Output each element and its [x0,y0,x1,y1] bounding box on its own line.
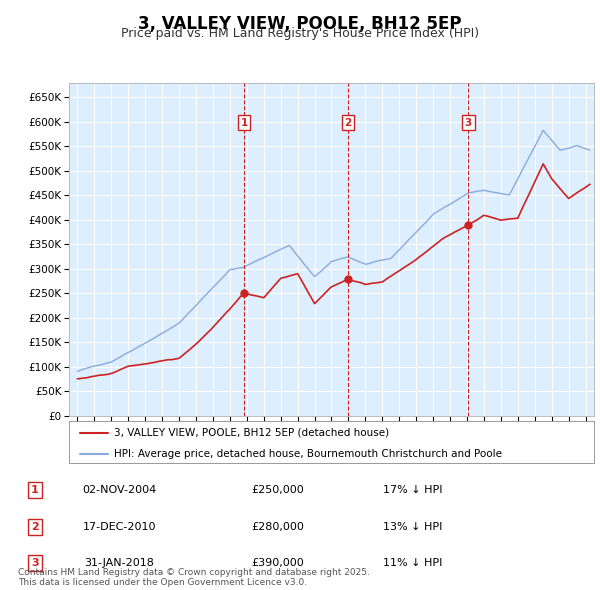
Text: 3, VALLEY VIEW, POOLE, BH12 5EP (detached house): 3, VALLEY VIEW, POOLE, BH12 5EP (detache… [113,428,389,438]
Text: 13% ↓ HPI: 13% ↓ HPI [383,522,442,532]
Text: 1: 1 [241,117,248,127]
Text: 11% ↓ HPI: 11% ↓ HPI [383,558,442,568]
Text: £280,000: £280,000 [251,522,304,532]
Text: Price paid vs. HM Land Registry's House Price Index (HPI): Price paid vs. HM Land Registry's House … [121,27,479,40]
Text: 3: 3 [31,558,39,568]
Text: 1: 1 [31,485,39,495]
Text: 17% ↓ HPI: 17% ↓ HPI [383,485,443,495]
Text: £390,000: £390,000 [251,558,304,568]
Text: £250,000: £250,000 [251,485,304,495]
Text: 3, VALLEY VIEW, POOLE, BH12 5EP: 3, VALLEY VIEW, POOLE, BH12 5EP [138,15,462,33]
Text: 3: 3 [465,117,472,127]
Text: 2: 2 [31,522,39,532]
Text: HPI: Average price, detached house, Bournemouth Christchurch and Poole: HPI: Average price, detached house, Bour… [113,449,502,459]
Text: 02-NOV-2004: 02-NOV-2004 [82,485,157,495]
Text: 2: 2 [344,117,352,127]
Text: Contains HM Land Registry data © Crown copyright and database right 2025.
This d: Contains HM Land Registry data © Crown c… [18,568,370,587]
Text: 17-DEC-2010: 17-DEC-2010 [83,522,156,532]
Text: 31-JAN-2018: 31-JAN-2018 [85,558,154,568]
